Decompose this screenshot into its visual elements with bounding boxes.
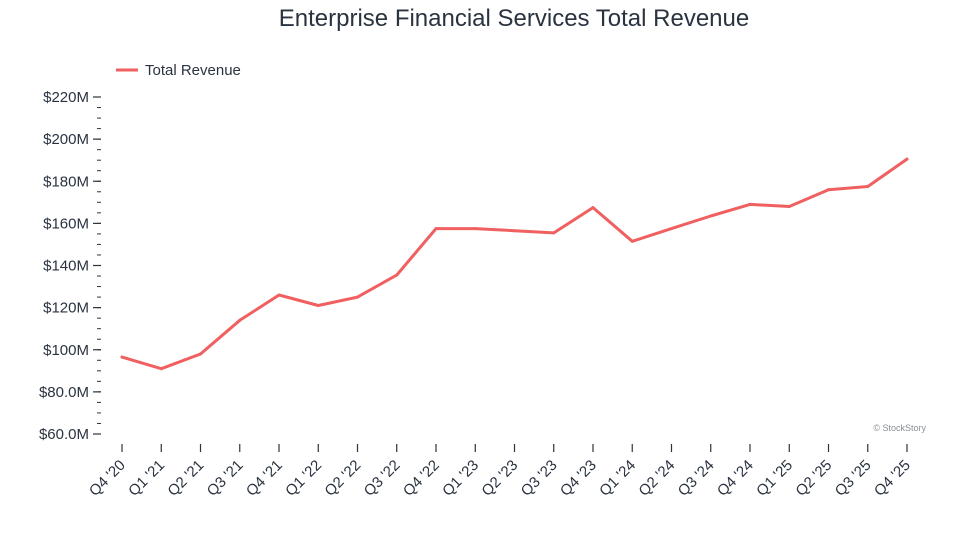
data-point [395, 273, 399, 277]
y-tick-label: $140M [43, 258, 89, 275]
x-tick-label: Q3 '25 [832, 457, 875, 500]
x-tick-label: Q4 '21 [243, 457, 286, 500]
data-point [434, 227, 438, 231]
x-tick-label: Q1 '21 [125, 457, 168, 500]
data-point [827, 188, 830, 192]
x-tick-label: Q2 '23 [478, 457, 521, 500]
data-point [473, 227, 477, 231]
series-line-total-revenue [120, 157, 909, 371]
data-point [748, 202, 752, 206]
data-point [787, 205, 791, 209]
x-tick-label: Q2 '22 [321, 457, 364, 500]
x-tick-label: Q4 '24 [714, 457, 757, 500]
y-tick-label: $200M [43, 131, 89, 148]
data-point [120, 355, 124, 359]
y-tick-label: $180M [43, 173, 89, 190]
watermark: © StockStory [873, 423, 926, 433]
x-tick-label: Q2 '24 [635, 457, 678, 500]
y-tick-label: $60.0M [39, 426, 89, 443]
x-tick-label: Q1 '23 [439, 457, 482, 500]
x-tick-label: Q1 '25 [753, 457, 796, 500]
data-point [591, 206, 595, 210]
data-point [709, 214, 713, 218]
data-point [356, 295, 359, 299]
data-point [159, 367, 163, 371]
legend-label: Total Revenue [145, 62, 241, 79]
y-tick-label: $160M [43, 215, 89, 232]
x-tick-label: Q2 '25 [792, 457, 835, 500]
data-point [670, 227, 673, 231]
data-point [513, 229, 516, 233]
data-point [552, 231, 556, 235]
chart-title: Enterprise Financial Services Total Reve… [279, 5, 749, 32]
x-tick-label: Q4 '23 [557, 457, 600, 500]
data-point [905, 157, 909, 161]
y-tick-label: $100M [43, 342, 89, 359]
data-point [199, 352, 202, 356]
data-point [277, 293, 281, 297]
y-tick-label: $220M [43, 89, 89, 106]
x-tick-label: Q3 '22 [361, 457, 404, 500]
x-tick-label: Q4 '25 [871, 457, 914, 500]
legend: Total Revenue [116, 62, 241, 79]
x-tick-label: Q2 '21 [164, 457, 207, 500]
x-tick-label: Q3 '23 [518, 457, 561, 500]
data-point [866, 185, 870, 189]
x-tick-label: Q1 '24 [596, 457, 639, 500]
x-tick-label: Q4 '20 [86, 457, 129, 500]
data-point [630, 239, 634, 243]
x-tick-label: Q3 '21 [204, 457, 247, 500]
y-axis: $60.0M $80.0M $100M $120M $140M $160M $180M $20… [39, 89, 101, 443]
y-tick-label: $80.0M [39, 384, 89, 401]
plot-area [120, 157, 909, 371]
x-tick-label: Q1 '22 [282, 457, 325, 500]
data-point [316, 304, 320, 308]
data-point [238, 318, 242, 322]
x-tick-label: Q3 '24 [675, 457, 718, 500]
y-tick-label: $120M [43, 300, 89, 317]
x-tick-label: Q4 '22 [400, 457, 443, 500]
